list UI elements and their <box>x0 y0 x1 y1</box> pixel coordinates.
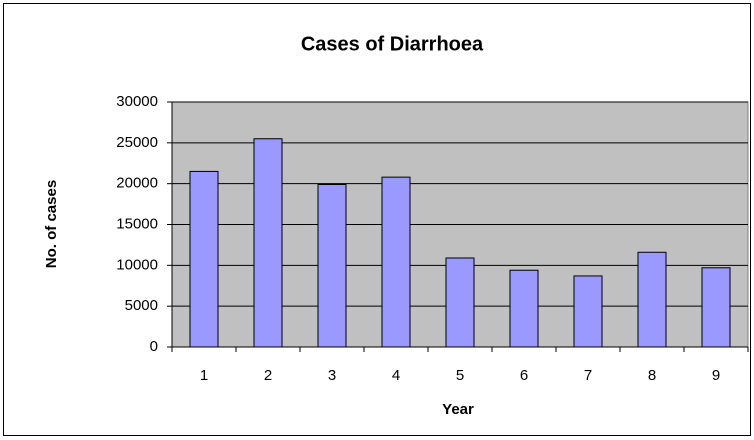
y-tick-label: 0 <box>150 338 158 355</box>
y-tick-label: 5000 <box>125 297 158 314</box>
x-tick-label: 8 <box>648 367 656 384</box>
bar <box>701 267 731 348</box>
bar <box>509 269 539 348</box>
y-tick-label: 20000 <box>116 175 158 192</box>
bar <box>189 170 219 348</box>
x-tick-label: 3 <box>328 367 336 384</box>
x-tick-label: 9 <box>712 367 720 384</box>
bar <box>445 257 475 348</box>
x-tick-label: 2 <box>264 367 272 384</box>
bar <box>253 138 283 348</box>
bar <box>573 275 603 348</box>
x-tick-label: 5 <box>456 367 464 384</box>
x-tick-label: 6 <box>520 367 528 384</box>
x-tick-label: 1 <box>200 367 208 384</box>
x-axis-label: Year <box>442 401 474 418</box>
bar <box>637 251 667 348</box>
y-tick-label: 10000 <box>116 256 158 273</box>
y-tick-label: 15000 <box>116 215 158 232</box>
chart-title: Cases of Diarrhoea <box>301 33 484 55</box>
y-axis-label: No. of cases <box>43 180 60 268</box>
x-tick-label: 4 <box>392 367 400 384</box>
x-tick-label: 7 <box>584 367 592 384</box>
y-tick-label: 30000 <box>116 93 158 110</box>
y-tick-label: 25000 <box>116 134 158 151</box>
bar <box>381 176 411 348</box>
bar <box>317 183 347 348</box>
